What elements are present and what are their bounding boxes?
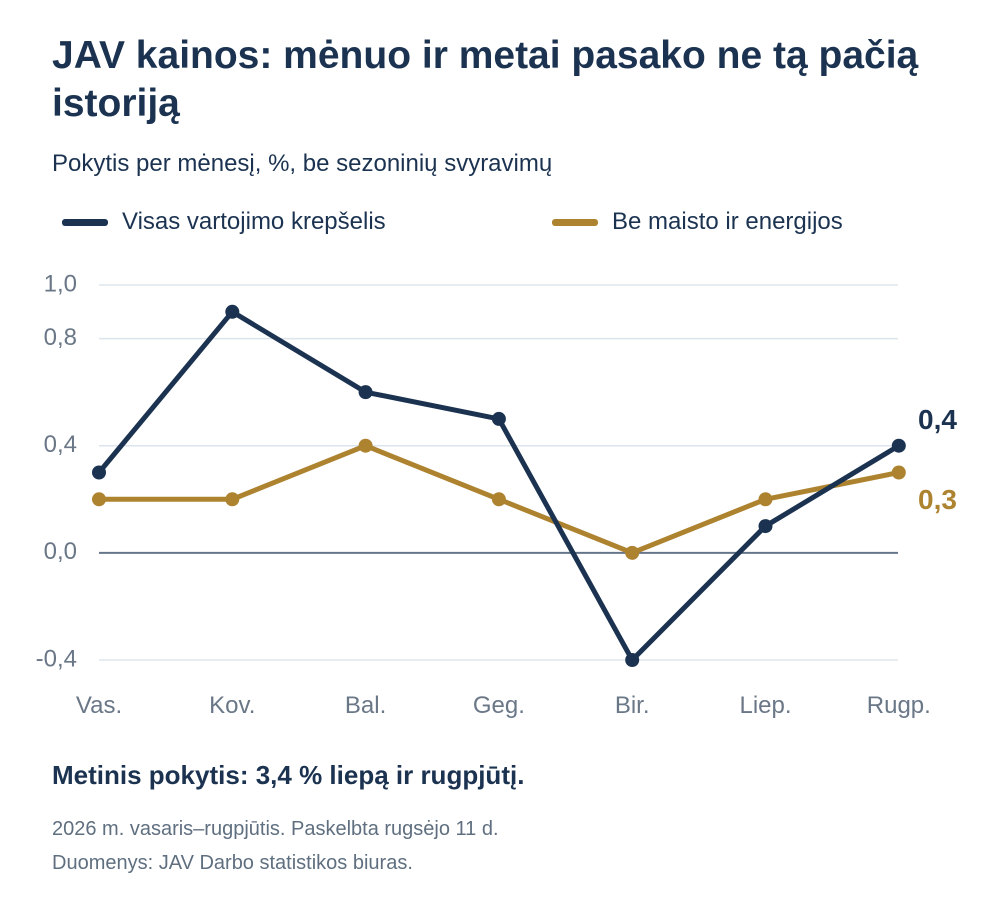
y-tick-label: 0,8 bbox=[44, 324, 77, 351]
data-point-headline bbox=[625, 653, 640, 667]
chart-title: JAV kainos: mėnuo ir metai pasako ne tą … bbox=[52, 34, 919, 125]
legend-item-headline: Visas vartojimo krepšelis bbox=[62, 208, 386, 236]
y-tick-label: 0,4 bbox=[44, 431, 77, 458]
data-point-core bbox=[92, 492, 106, 507]
x-tick-label: Kov. bbox=[209, 692, 255, 719]
data-point-headline bbox=[225, 304, 240, 319]
legend-swatch-headline bbox=[62, 218, 108, 226]
legend-label-core: Be maisto ir energijos bbox=[612, 208, 843, 235]
data-point-core bbox=[625, 545, 640, 560]
legend: Visas vartojimo krepšelis Be maisto ir e… bbox=[0, 208, 1000, 242]
data-point-core bbox=[891, 465, 906, 480]
legend-item-core: Be maisto ir energijos bbox=[552, 208, 843, 236]
x-tick-label: Rugp. bbox=[867, 692, 931, 719]
source-note: Duomenys: JAV Darbo statistikos biuras. bbox=[52, 852, 413, 874]
data-point-headline bbox=[758, 519, 773, 534]
x-tick-label: Bir. bbox=[615, 692, 650, 719]
series-line-headline bbox=[96, 309, 902, 663]
end-label-headline: 0,4 bbox=[918, 404, 957, 435]
data-point-headline bbox=[891, 438, 906, 453]
chart-subtitle: Pokytis per mėnesį, %, be sezoninių svyr… bbox=[52, 150, 553, 177]
data-point-core bbox=[491, 492, 506, 507]
y-tick-label: 1,0 bbox=[44, 270, 77, 297]
data-point-core bbox=[358, 438, 373, 453]
legend-swatch-core bbox=[552, 218, 598, 226]
data-point-headline bbox=[358, 385, 373, 400]
data-point-headline bbox=[491, 411, 506, 426]
x-tick-label: Bal. bbox=[345, 692, 386, 719]
data-point-headline bbox=[92, 465, 106, 480]
data-point-core bbox=[225, 492, 240, 507]
legend-label-headline: Visas vartojimo krepšelis bbox=[122, 208, 386, 235]
y-tick-label: -0,4 bbox=[36, 645, 77, 672]
data-point-core bbox=[758, 492, 773, 507]
x-tick-label: Vas. bbox=[76, 692, 122, 719]
annual-change-headline: Metinis pokytis: 3,4 % liepą ir rugpjūtį… bbox=[52, 760, 525, 790]
period-note: 2026 m. vasaris–rugpjūtis. Paskelbta rug… bbox=[52, 818, 499, 840]
y-tick-label: 0,0 bbox=[44, 538, 77, 565]
x-tick-label: Geg. bbox=[473, 692, 525, 719]
line-chart: 1,0 0,8 0,4 0,0 -0,4 Vas. Kov. Bal. Geg. Bir. Liep… bbox=[36, 270, 958, 719]
end-label-core: 0,3 bbox=[918, 484, 957, 515]
x-tick-label: Liep. bbox=[739, 692, 791, 719]
